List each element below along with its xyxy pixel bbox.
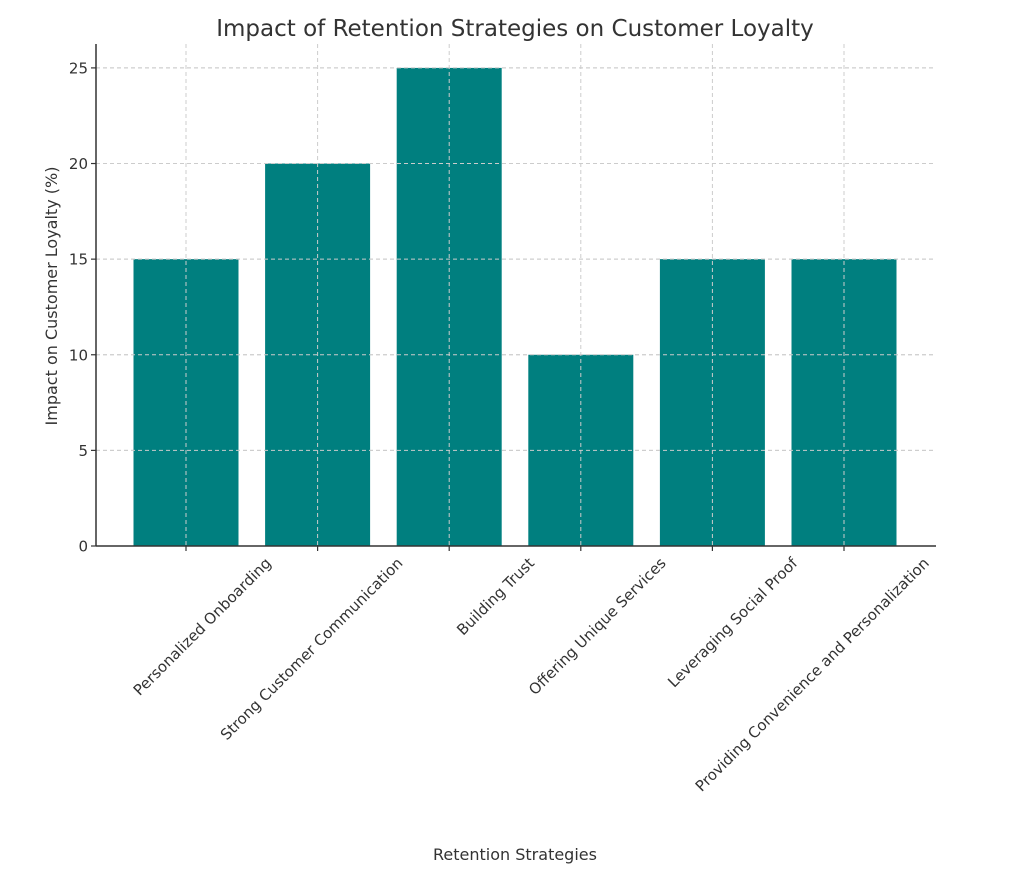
chart-title: Impact of Retention Strategies on Custom…: [216, 16, 814, 42]
y-tick-label: 10: [69, 346, 88, 364]
x-axis-label: Retention Strategies: [433, 845, 597, 864]
y-tick-label: 0: [78, 538, 88, 556]
x-tick-label: Personalized Onboarding: [130, 554, 275, 699]
y-tick-label: 25: [69, 59, 88, 77]
x-tick-label: Offering Unique Services: [525, 554, 670, 699]
y-tick-label: 15: [69, 251, 88, 269]
y-ticks: 0 5 10 15 20 25: [69, 59, 96, 556]
x-tick-label: Leveraging Social Proof: [664, 554, 802, 692]
y-axis-label: Impact on Customer Loyalty (%): [42, 167, 61, 426]
x-tick-label: Building Trust: [453, 554, 538, 639]
y-tick-label: 5: [78, 442, 88, 460]
bars: [133, 67, 897, 547]
axes: [95, 44, 936, 547]
y-tick-label: 20: [69, 155, 88, 173]
x-tick-label: Providing Convenience and Personalizatio…: [692, 554, 933, 795]
